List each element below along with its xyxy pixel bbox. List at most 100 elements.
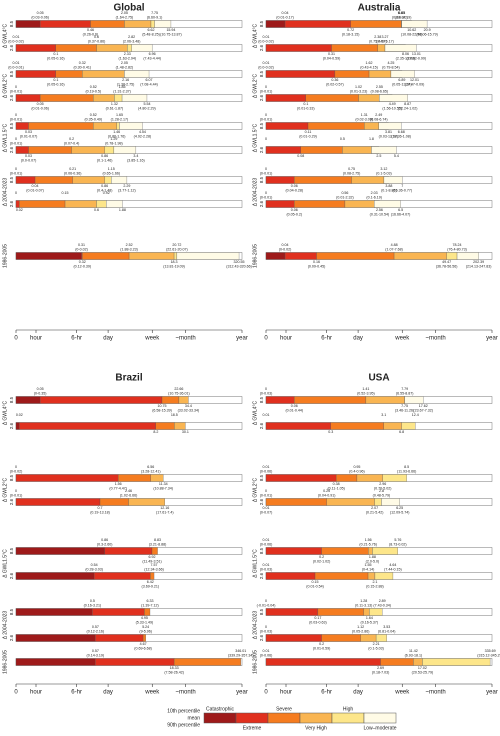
value-label: 0 (265, 85, 267, 89)
bar-segment (369, 608, 383, 616)
range-label: (13.81-19.09) (163, 264, 185, 268)
bar-segment (19, 200, 66, 208)
group-label: Δ GWL2°C (252, 477, 258, 502)
range-label: (0-0.02) (279, 247, 292, 251)
value-label: 3.4 (133, 154, 138, 158)
range-label: (0.61-1.87) (106, 106, 124, 110)
x-tick-label: year (236, 690, 248, 696)
range-label: (0.18-7.03) (372, 670, 390, 674)
range-label: (0-0.02) (10, 469, 23, 473)
bar-segment (265, 608, 319, 616)
value-label: 1.41 (362, 387, 369, 391)
range-label: (27.47-0.09) (405, 82, 425, 86)
range-label: (1.31-2.37) (113, 89, 131, 93)
value-label: 5.76 (394, 538, 401, 542)
x-tick-label: hour (30, 690, 42, 696)
group-label: Δ 2004-2023 (2, 611, 8, 640)
bar-segment (116, 122, 120, 130)
scenario-label: 8.5 (9, 608, 14, 615)
range-label: (10.75-13.87) (160, 32, 182, 36)
scenario-label: 2.6 (259, 498, 264, 505)
scenario-label: 8.5 (259, 20, 264, 27)
range-label: (0.01-2.32) (336, 195, 354, 199)
range-label: (7.43-0.34) (373, 603, 391, 607)
value-label: 15.94 (166, 28, 175, 32)
x-tick-label: 0 (264, 690, 268, 696)
range-label: (2.49-5.17) (376, 39, 394, 43)
value-label: 0.75 (348, 167, 355, 171)
range-label: (0.02-1.02) (313, 559, 331, 563)
legend-label: Catastrophic (206, 706, 235, 712)
bar-segment (393, 252, 447, 260)
bar-segment (142, 634, 146, 642)
range-label: (0.1-5.03) (368, 646, 384, 650)
value-label: 2.03 (371, 191, 378, 195)
range-label: (0.1-1.46) (97, 158, 113, 162)
range-label: (6.93-18.1) (405, 653, 423, 657)
range-label: (0.01-0.54) (306, 584, 324, 588)
value-label: 0 (15, 489, 17, 493)
value-label: 0.03 (25, 154, 32, 158)
range-label: (312.43-320.66) (226, 264, 252, 268)
value-label: 0.05 (37, 387, 44, 391)
value-label: 49.47 (442, 260, 451, 264)
bar-segment (19, 422, 157, 430)
range-label: (0-0.35) (34, 391, 47, 395)
value-label: 0.32 (79, 61, 86, 65)
range-label: (10.08-22.56) (401, 32, 423, 36)
value-label: 2.05 (121, 11, 128, 15)
range-label: (76.4-80.73) (447, 247, 467, 251)
value-label: 0.57 (92, 625, 99, 629)
bar-segment (265, 176, 295, 184)
range-label: (1.64-2.75) (116, 15, 134, 19)
bar-segment (15, 658, 96, 666)
group-label: 1986-2005 (2, 244, 8, 268)
value-label: 335.69 (485, 649, 496, 653)
bar-segment (128, 498, 165, 506)
value-label: 18.33 (170, 666, 179, 670)
value-label: 6.92 (149, 555, 156, 559)
range-label: (1.56-10.55) (382, 106, 402, 110)
value-label: 6.5 (398, 208, 403, 212)
bar-segment (456, 252, 479, 260)
bar-segment (55, 70, 83, 78)
range-label: (4.92-2.28) (134, 134, 152, 138)
range-label: (0.78-1.98) (105, 141, 123, 145)
range-label: (0.03-0.06) (31, 15, 49, 19)
bar-segment (401, 20, 428, 28)
bar-segment (71, 146, 105, 154)
range-label: (0-0.01) (10, 493, 23, 497)
bar-segment (383, 176, 403, 184)
bar-segment (124, 20, 152, 28)
value-label: 2.21 (373, 642, 380, 646)
bar-segment (265, 94, 307, 102)
value-label: 0.72 (347, 28, 354, 32)
bar-segment (150, 474, 164, 482)
range-label: (0-0.01) (10, 89, 23, 93)
value-label: 18.5 (171, 413, 178, 417)
bar-segment (161, 396, 180, 404)
value-label: 0 (265, 191, 267, 195)
range-label: (0.12-0.39) (73, 264, 91, 268)
bar-segment (178, 396, 189, 404)
scenario-label: 8.5 (259, 122, 264, 129)
scenario-label: 8.5 (259, 474, 264, 481)
range-label: (0.07-0.4) (64, 141, 80, 145)
range-label: (0.4-0.96) (349, 469, 365, 473)
value-label: 2.69 (377, 666, 384, 670)
value-label: 1.56 (115, 482, 122, 486)
range-label: (0.65-1.66) (102, 171, 120, 175)
value-label: 1.12 (357, 625, 364, 629)
range-label: (7.44-0.15) (384, 567, 402, 571)
scenario-label: 8.5 (259, 176, 264, 183)
bar-segment (34, 176, 73, 184)
panel-title: USA (368, 373, 389, 384)
value-label: 0.17 (314, 616, 321, 620)
value-label: 8.83 (154, 538, 161, 542)
scenario-label: 2.6 (259, 146, 264, 153)
x-tick-label: ~month (176, 690, 196, 696)
bar-segment (265, 122, 309, 130)
bar-segment (375, 634, 387, 642)
range-label: (1.28-2.17) (111, 117, 129, 121)
bar-segment (82, 252, 130, 260)
